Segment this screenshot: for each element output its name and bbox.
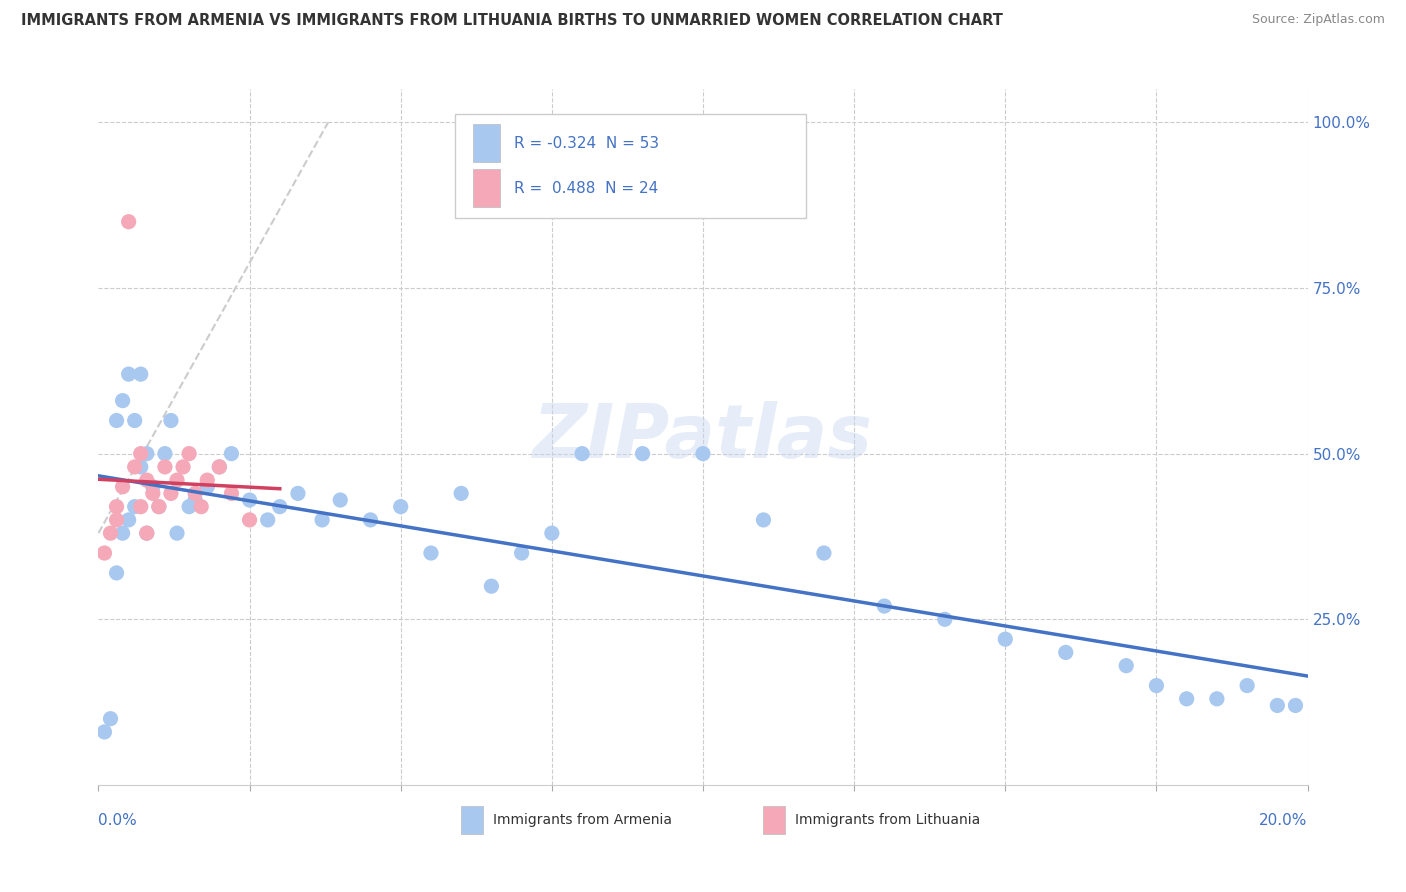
Point xyxy=(105,500,128,514)
Point xyxy=(160,486,183,500)
Point xyxy=(118,215,141,229)
Text: ZIPatlas: ZIPatlas xyxy=(533,401,873,474)
Point xyxy=(166,526,188,541)
Point xyxy=(105,413,128,427)
Point xyxy=(93,546,115,560)
FancyBboxPatch shape xyxy=(474,169,501,208)
Point xyxy=(153,459,176,474)
Point xyxy=(221,486,243,500)
Point xyxy=(179,500,201,514)
Point xyxy=(329,493,352,508)
Point xyxy=(1054,645,1077,659)
Point xyxy=(142,486,165,500)
Point xyxy=(135,526,157,541)
Point xyxy=(873,599,896,613)
Point xyxy=(239,513,262,527)
Point xyxy=(142,480,165,494)
Point xyxy=(93,725,115,739)
Point xyxy=(571,447,593,461)
Point xyxy=(111,526,134,541)
Point xyxy=(813,546,835,560)
Point xyxy=(692,447,714,461)
Text: Immigrants from Lithuania: Immigrants from Lithuania xyxy=(794,813,980,827)
Point xyxy=(1236,679,1258,693)
Point xyxy=(105,566,128,580)
Point xyxy=(129,447,152,461)
Point xyxy=(124,500,146,514)
Point xyxy=(994,632,1017,647)
Point xyxy=(166,473,188,487)
Point xyxy=(287,486,309,500)
Point xyxy=(111,480,134,494)
Point xyxy=(311,513,333,527)
Point xyxy=(184,493,207,508)
Point xyxy=(221,447,243,461)
Point xyxy=(1284,698,1306,713)
Point xyxy=(1267,698,1289,713)
FancyBboxPatch shape xyxy=(461,805,482,834)
Point xyxy=(100,712,122,726)
Point xyxy=(129,459,152,474)
Point xyxy=(1175,691,1198,706)
FancyBboxPatch shape xyxy=(763,805,785,834)
FancyBboxPatch shape xyxy=(474,124,501,162)
Point xyxy=(118,367,141,381)
Point xyxy=(195,480,218,494)
Point xyxy=(148,500,170,514)
Point xyxy=(129,367,152,381)
Point xyxy=(148,500,170,514)
Point xyxy=(450,486,472,500)
Text: 0.0%: 0.0% xyxy=(98,813,138,828)
Point xyxy=(540,526,562,541)
Point xyxy=(481,579,503,593)
Point xyxy=(239,493,262,508)
Text: 20.0%: 20.0% xyxy=(1260,813,1308,828)
Point xyxy=(129,500,152,514)
Text: R = -0.324  N = 53: R = -0.324 N = 53 xyxy=(515,136,659,151)
Point xyxy=(269,500,291,514)
Point xyxy=(420,546,443,560)
Point xyxy=(105,513,128,527)
Text: Immigrants from Armenia: Immigrants from Armenia xyxy=(492,813,672,827)
Point xyxy=(124,459,146,474)
Point xyxy=(752,513,775,527)
Point xyxy=(190,500,212,514)
Point xyxy=(631,447,654,461)
Point xyxy=(208,459,231,474)
Point xyxy=(172,459,194,474)
Point xyxy=(208,459,231,474)
Point xyxy=(153,447,176,461)
Point xyxy=(135,526,157,541)
Point xyxy=(1115,658,1137,673)
Point xyxy=(389,500,412,514)
Point xyxy=(118,513,141,527)
Text: R =  0.488  N = 24: R = 0.488 N = 24 xyxy=(515,181,658,196)
Text: IMMIGRANTS FROM ARMENIA VS IMMIGRANTS FROM LITHUANIA BIRTHS TO UNMARRIED WOMEN C: IMMIGRANTS FROM ARMENIA VS IMMIGRANTS FR… xyxy=(21,13,1002,29)
Point xyxy=(1206,691,1229,706)
Point xyxy=(160,413,183,427)
Point xyxy=(179,447,201,461)
FancyBboxPatch shape xyxy=(456,113,806,218)
Point xyxy=(360,513,382,527)
Point xyxy=(510,546,533,560)
Point xyxy=(135,447,157,461)
Point xyxy=(934,612,956,626)
Point xyxy=(195,473,218,487)
Point xyxy=(256,513,278,527)
Point xyxy=(124,413,146,427)
Point xyxy=(135,473,157,487)
Point xyxy=(184,486,207,500)
Point xyxy=(111,393,134,408)
Text: Source: ZipAtlas.com: Source: ZipAtlas.com xyxy=(1251,13,1385,27)
Point xyxy=(1144,679,1167,693)
Point xyxy=(100,526,122,541)
